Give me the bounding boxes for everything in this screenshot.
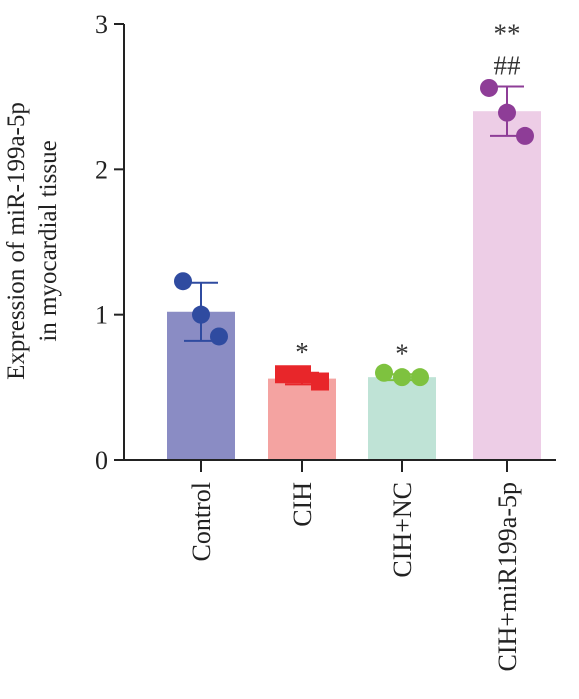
data-points-layer <box>174 78 534 391</box>
bar-2 <box>368 377 436 460</box>
x-tick-label-0: Control <box>187 482 216 561</box>
x-tick-label-3: CIH+miR199a-5p <box>493 482 522 671</box>
data-point-3-1 <box>498 103 516 122</box>
data-point-3-0 <box>480 78 498 97</box>
axes-layer <box>114 23 556 472</box>
data-point-2-1 <box>393 368 411 387</box>
x-tick-label-2: CIH+NC <box>388 482 417 578</box>
significance-label-1-0: * <box>295 337 309 367</box>
data-point-0-0 <box>174 272 192 291</box>
x-tick-label-1: CIH <box>288 482 317 527</box>
data-point-1-0 <box>275 365 293 384</box>
data-point-3-2 <box>516 126 534 145</box>
bar-1 <box>268 378 336 460</box>
significance-label-2-0: * <box>395 338 409 368</box>
significance-label-3-1: ** <box>494 18 521 48</box>
y-axis-title: Expression of miR-199a-5p in myocardial … <box>3 102 62 380</box>
data-point-1-2 <box>311 372 329 391</box>
y-tick-label-0: 0 <box>95 446 108 475</box>
y-tick-label-2: 2 <box>95 155 108 184</box>
data-point-1-1 <box>293 365 311 384</box>
data-point-0-1 <box>192 305 210 324</box>
data-point-2-0 <box>375 363 393 382</box>
data-point-0-2 <box>210 327 228 346</box>
significance-label-3-0: ## <box>494 50 522 80</box>
y-tick-label-1: 1 <box>95 301 108 330</box>
y-tick-label-3: 3 <box>95 10 108 39</box>
bars-layer <box>167 111 541 460</box>
data-point-2-2 <box>411 368 429 387</box>
y-axis-label-line-1: Expression of miR-199a-5p <box>3 102 30 380</box>
y-axis-label-line-2: in myocardial tissue <box>35 140 62 341</box>
bar-3 <box>473 111 541 460</box>
